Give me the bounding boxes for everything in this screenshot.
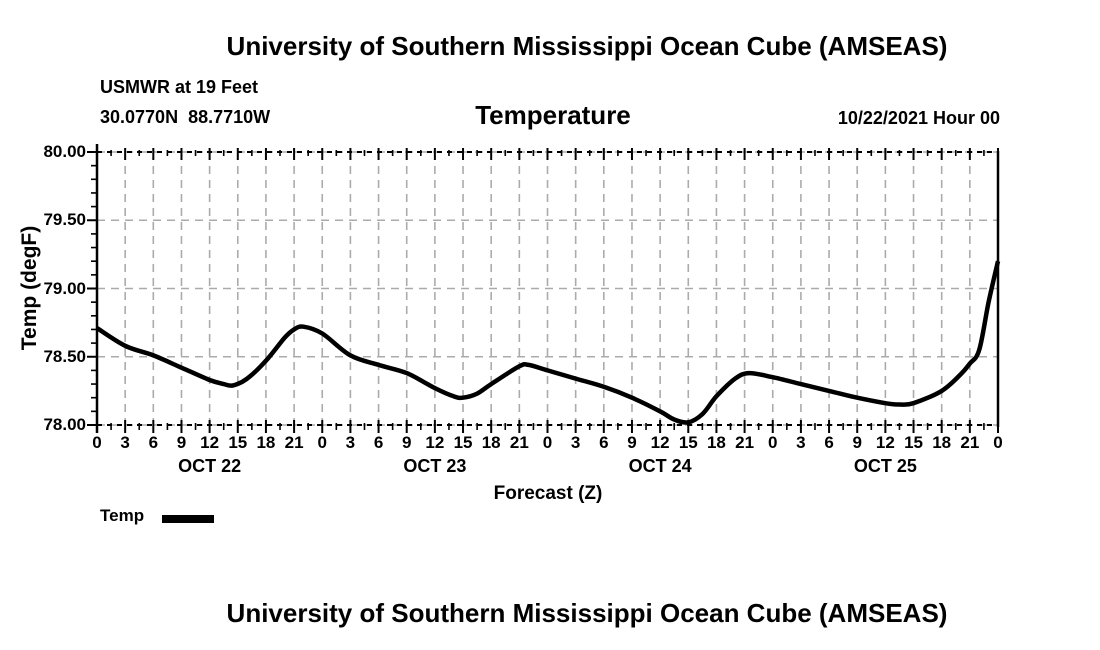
x-axis-title: Forecast (Z): [493, 483, 603, 504]
station-label: USMWR at 19 Feet: [100, 77, 259, 97]
chart-title: Temperature: [475, 100, 631, 130]
page-title: University of Southern Mississippi Ocean…: [226, 31, 948, 61]
coordinates-label: 30.0770N 88.7710W: [100, 107, 271, 127]
temp-series-line: [95, 260, 1001, 425]
legend-label: Temp: [100, 506, 145, 525]
run-time-label: 10/22/2021 Hour 00: [837, 108, 1000, 128]
next-page-title: University of Southern Mississippi Ocean…: [226, 598, 948, 628]
legend-line-swatch: [162, 515, 214, 523]
